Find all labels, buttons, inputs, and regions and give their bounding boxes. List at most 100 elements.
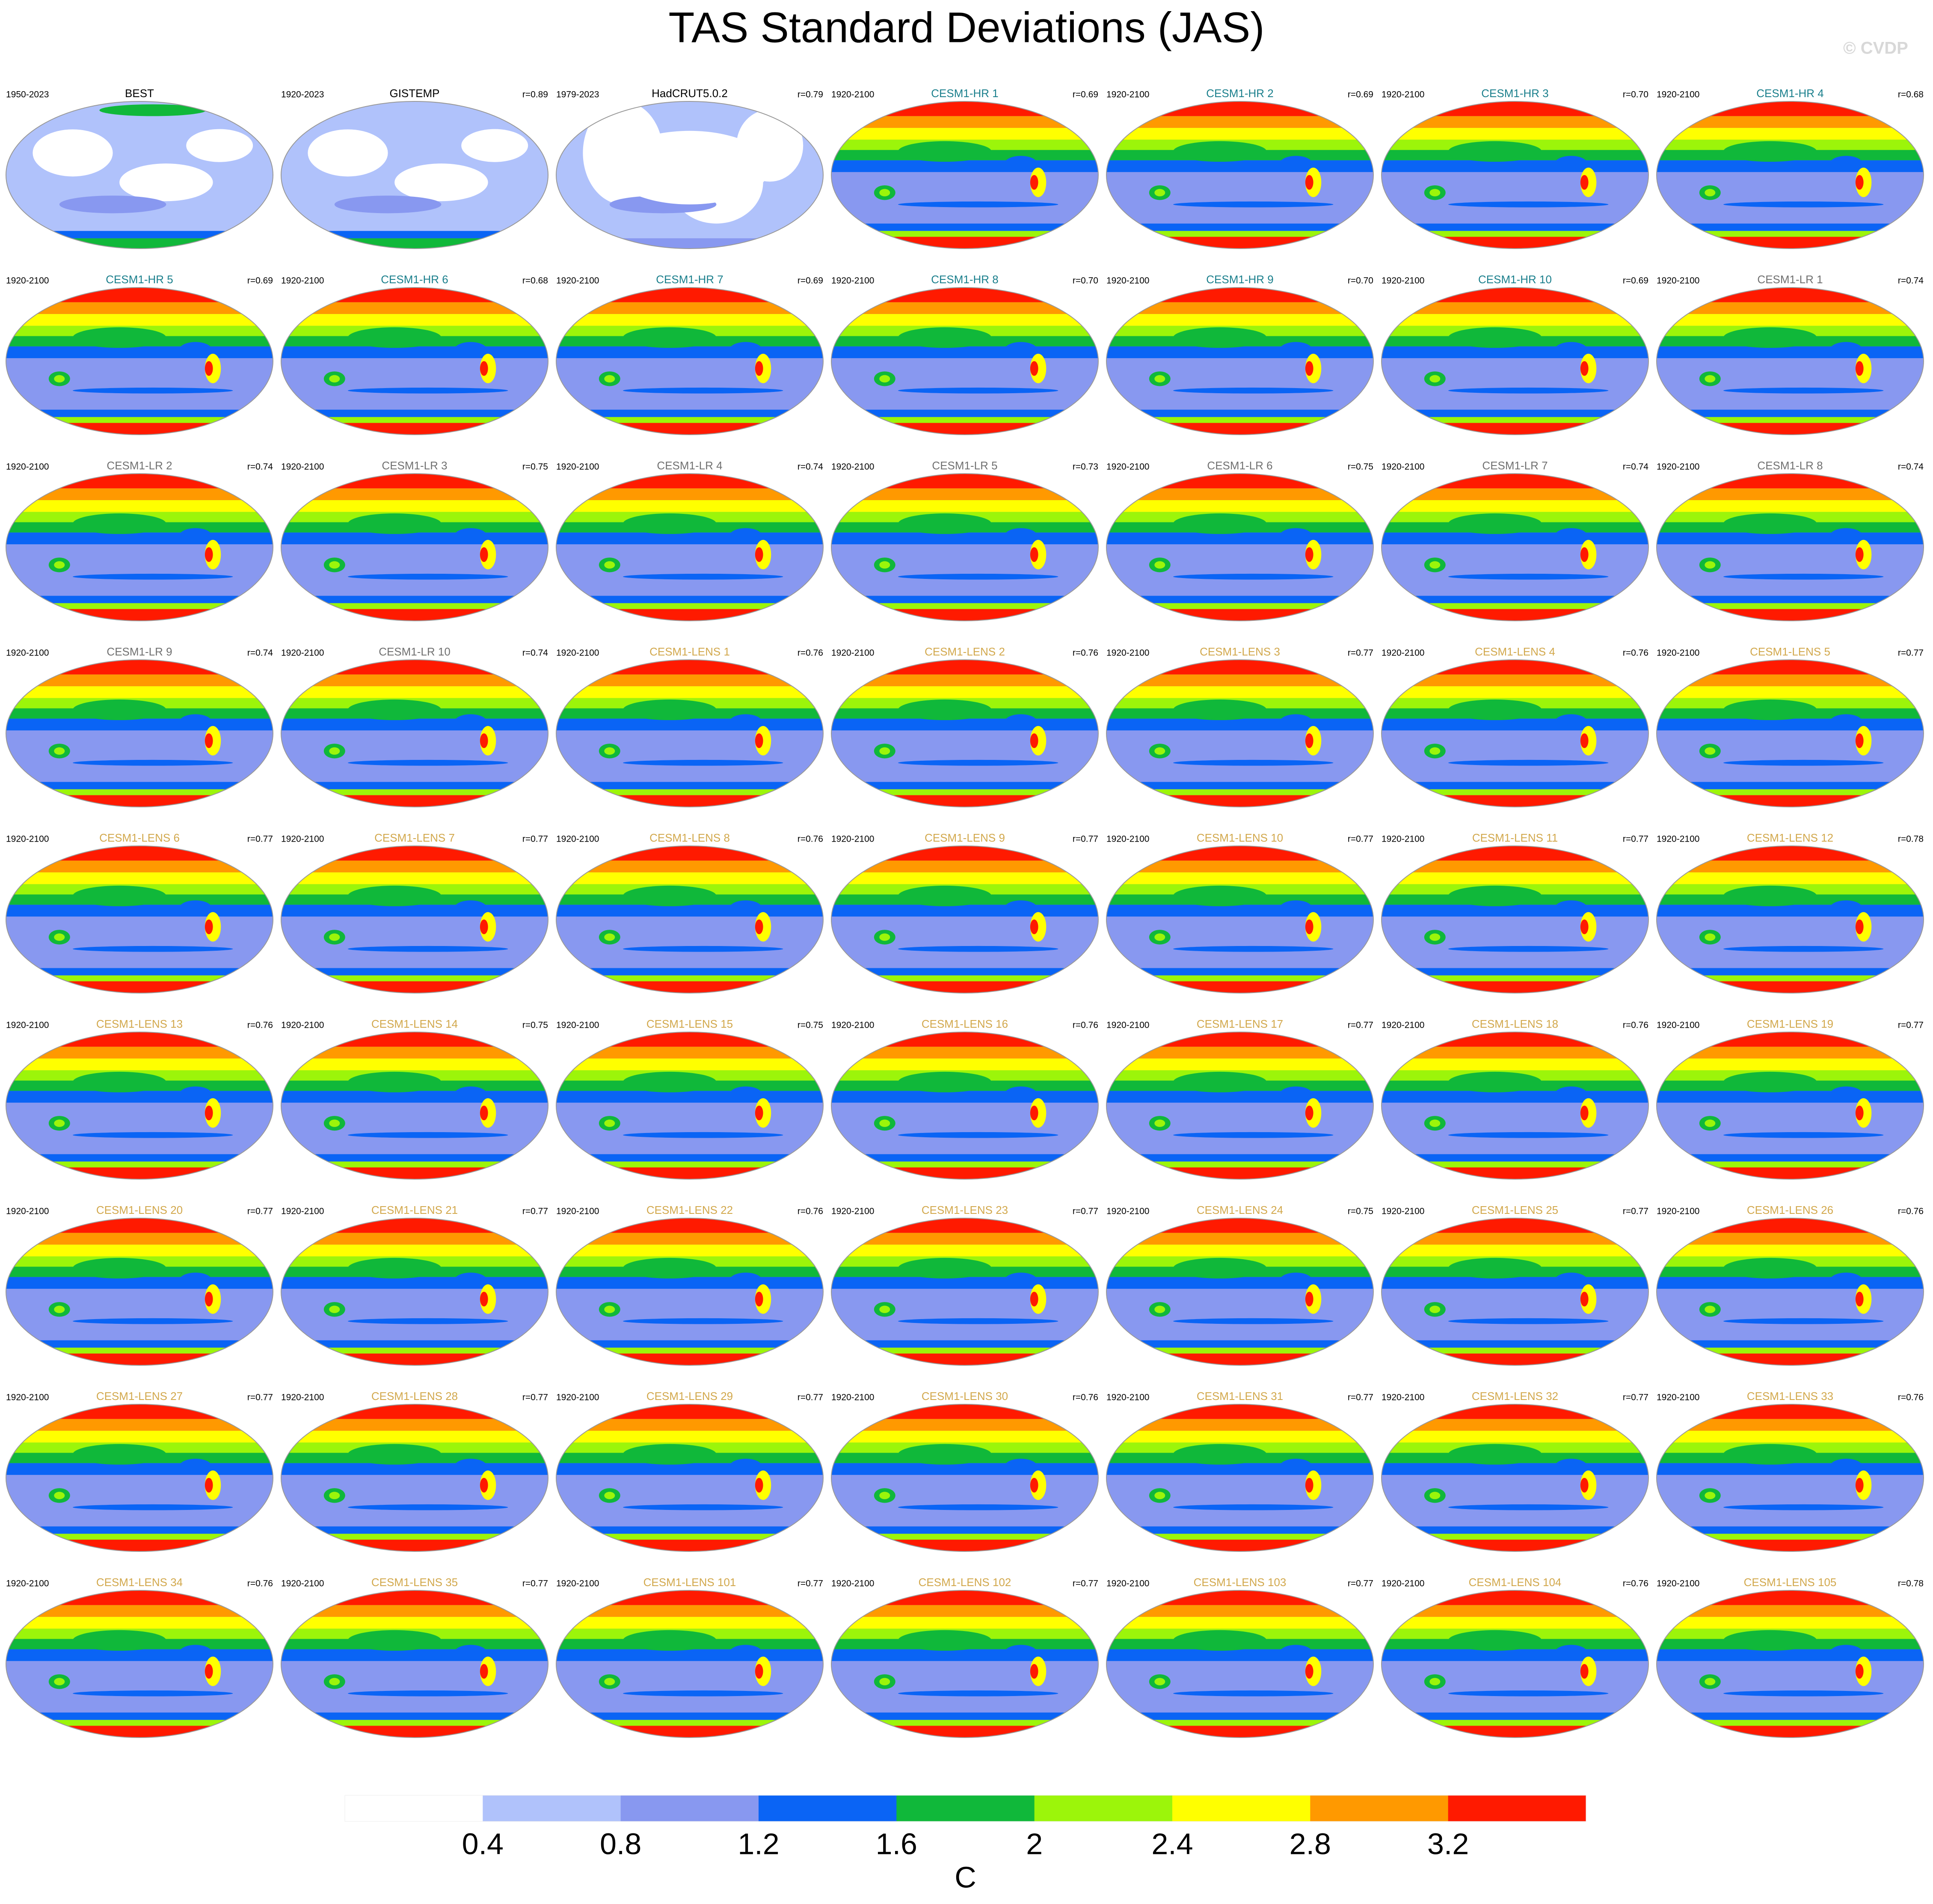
map-panel: 1920-2023 GISTEMP r=0.89: [281, 87, 548, 249]
panel-correlation: r=0.78: [1898, 1579, 1924, 1589]
panel-correlation: r=0.77: [1073, 1207, 1098, 1216]
panel-period: 1920-2100: [556, 462, 599, 472]
panel-correlation: r=0.77: [1348, 1579, 1373, 1589]
panel-correlation: r=0.76: [798, 834, 823, 844]
map-outline: [1381, 1218, 1649, 1366]
map-outline: [831, 1404, 1099, 1552]
map-field: [1657, 1404, 1924, 1551]
panel-correlation: r=0.69: [1348, 90, 1373, 100]
map-outline: [6, 1404, 273, 1552]
colorbar-swatch: [345, 1795, 483, 1821]
panel-title: CESM1-LENS 105: [1744, 1576, 1837, 1589]
map-field: [281, 474, 548, 621]
map-panel: 1920-2100 CESM1-LENS 32 r=0.77: [1381, 1390, 1649, 1552]
panel-title: CESM1-LENS 22: [646, 1204, 733, 1216]
map-field: [1106, 1218, 1373, 1365]
panel-correlation: r=0.75: [1348, 1207, 1373, 1216]
colorbar-tick-label: 2.8: [1290, 1827, 1331, 1860]
panel-title: CESM1-LR 6: [1207, 459, 1272, 472]
panel-period: 1920-2100: [281, 462, 324, 472]
panel-title: CESM1-LENS 33: [1747, 1390, 1833, 1403]
map-field: [556, 1032, 823, 1179]
panel-period: 1920-2100: [1657, 90, 1699, 100]
map-field: [831, 846, 1098, 993]
panel-correlation: r=0.79: [798, 90, 823, 100]
panel-correlation: r=0.77: [1623, 1393, 1648, 1403]
panel-title: CESM1-LENS 11: [1472, 831, 1558, 844]
panel-correlation: r=0.69: [1073, 90, 1098, 100]
panel-period: 1920-2100: [556, 648, 599, 658]
map-panel: 1920-2100 CESM1-LENS 13 r=0.76: [6, 1017, 273, 1180]
map-panel: 1920-2100 CESM1-LENS 34 r=0.76: [6, 1576, 273, 1738]
panel-correlation: r=0.77: [1073, 1579, 1098, 1589]
panel-title: CESM1-LENS 7: [374, 831, 455, 844]
map-field: [556, 846, 823, 993]
map-outline: [1106, 287, 1374, 435]
panel-title: CESM1-LENS 35: [371, 1576, 458, 1589]
panel-correlation: r=0.77: [522, 1207, 548, 1216]
map-field: [1106, 1590, 1373, 1738]
panel-correlation: r=0.76: [247, 1020, 273, 1030]
colorbar-swatch: [896, 1795, 1035, 1821]
panel-period: 1920-2100: [831, 1207, 874, 1216]
panel-period: 1920-2100: [556, 1207, 599, 1216]
map-field: [6, 1032, 273, 1179]
map-panel: 1920-2100 CESM1-LENS 5 r=0.77: [1656, 645, 1924, 807]
panel-title: CESM1-HR 3: [1481, 87, 1548, 100]
map-panel: 1920-2100 CESM1-HR 8 r=0.70: [831, 273, 1099, 435]
map-outline: [556, 1218, 824, 1366]
map-field: [831, 474, 1098, 621]
map-outline: [281, 287, 548, 435]
map-panel: 1920-2100 CESM1-HR 1 r=0.69: [831, 87, 1099, 249]
map-outline: [831, 287, 1099, 435]
map-field: [556, 1590, 823, 1738]
panel-period: 1920-2100: [1657, 276, 1699, 286]
map-panel: 1920-2100 CESM1-LENS 18 r=0.76: [1381, 1017, 1649, 1180]
panel-correlation: r=0.77: [247, 1393, 273, 1403]
map-field: [281, 1590, 548, 1738]
panel-period: 1920-2100: [831, 1020, 874, 1030]
map-panel: 1920-2100 CESM1-LR 1 r=0.74: [1656, 273, 1924, 435]
panel-title: CESM1-LENS 1: [649, 645, 730, 658]
panel-correlation: r=0.76: [1623, 1020, 1648, 1030]
panel-period: 1920-2100: [1657, 1393, 1699, 1403]
map-panel: 1920-2100 CESM1-LENS 3 r=0.77: [1106, 645, 1374, 807]
map-outline: [281, 101, 548, 249]
panel-correlation: r=0.76: [1073, 1020, 1098, 1030]
panel-title: CESM1-LR 7: [1482, 459, 1548, 472]
panel-period: 1920-2100: [831, 648, 874, 658]
map-field: [6, 101, 273, 249]
panel-period: 1920-2100: [556, 1579, 599, 1589]
panel-correlation: r=0.74: [1623, 462, 1648, 472]
panel-period: 1920-2100: [1382, 462, 1424, 472]
panel-period: 1920-2100: [1382, 276, 1424, 286]
panel-correlation: r=0.77: [522, 1393, 548, 1403]
panel-period: 1920-2100: [831, 834, 874, 844]
map-field: [556, 474, 823, 621]
map-field: [281, 1218, 548, 1365]
panel-title: CESM1-LR 3: [382, 459, 447, 472]
panel-period: 1920-2100: [1106, 1207, 1149, 1216]
map-panel: 1920-2100 CESM1-HR 4 r=0.68: [1656, 87, 1924, 249]
panel-period: 1950-2023: [6, 90, 49, 100]
map-panel: 1920-2100 CESM1-LENS 26 r=0.76: [1656, 1204, 1924, 1366]
map-field: [1106, 846, 1373, 993]
map-panel: 1920-2100 CESM1-LENS 33 r=0.76: [1656, 1390, 1924, 1552]
map-field: [831, 1590, 1098, 1738]
map-panel: 1920-2100 CESM1-LR 4 r=0.74: [556, 459, 824, 621]
panel-period: 1920-2100: [6, 1020, 49, 1030]
map-field: [1382, 288, 1648, 435]
panel-title: HadCRUT5.0.2: [652, 87, 728, 100]
map-field: [831, 660, 1098, 807]
map-field: [1382, 474, 1648, 621]
map-field: [1657, 474, 1924, 621]
colorbar-swatch: [1172, 1795, 1310, 1821]
map-outline: [281, 1590, 548, 1738]
panel-correlation: r=0.76: [1623, 648, 1648, 658]
panel-period: 1920-2100: [1382, 1579, 1424, 1589]
panel-period: 1920-2100: [1382, 648, 1424, 658]
panel-correlation: r=0.77: [1348, 1020, 1373, 1030]
map-outline: [831, 1590, 1099, 1738]
